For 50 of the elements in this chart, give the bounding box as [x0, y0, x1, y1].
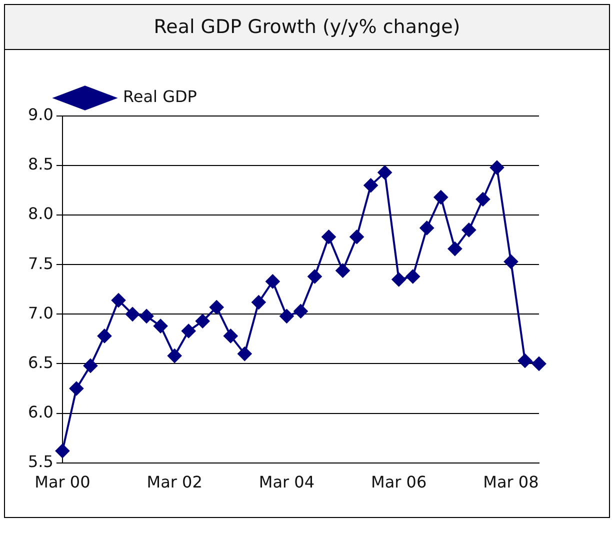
- point: [532, 356, 546, 371]
- point: [434, 190, 448, 204]
- x-tick-label: Mar 00: [34, 472, 90, 492]
- point: [238, 346, 252, 361]
- point: [154, 319, 168, 334]
- y-tick-label: 7.5: [28, 254, 54, 273]
- point: [336, 264, 350, 278]
- point: [252, 295, 266, 310]
- y-tick-label: 6.0: [28, 402, 54, 422]
- y-tick-label: 9.0: [28, 105, 54, 124]
- chart-title: Real GDP Growth (y/y% change): [5, 5, 609, 50]
- point: [280, 309, 294, 324]
- point: [294, 304, 308, 318]
- y-tick-label: 6.5: [28, 352, 54, 372]
- point: [448, 242, 462, 256]
- point: [462, 222, 476, 237]
- point: [83, 358, 98, 373]
- y-tick-label: 7.0: [28, 303, 54, 322]
- point: [140, 309, 154, 324]
- point: [112, 293, 126, 308]
- legend-label: Real GDP: [123, 87, 198, 106]
- point: [97, 328, 112, 343]
- point: [224, 328, 238, 343]
- point: [392, 272, 406, 286]
- y-tick-label: 8.5: [28, 154, 54, 174]
- point: [182, 324, 196, 338]
- y-tick-label: 8.0: [28, 204, 54, 224]
- point: [168, 348, 182, 363]
- point: [420, 220, 434, 235]
- point: [196, 314, 210, 328]
- x-tick-label: Mar 04: [258, 472, 315, 492]
- point: [266, 274, 280, 288]
- point: [364, 178, 378, 192]
- y-tick-label: 5.5: [28, 452, 54, 471]
- x-tick-label: Mar 06: [371, 472, 427, 492]
- point: [69, 381, 84, 396]
- point: [490, 160, 504, 175]
- point: [55, 444, 70, 458]
- point: [126, 307, 140, 322]
- point: [476, 192, 490, 206]
- point: [518, 354, 532, 368]
- point: [378, 165, 392, 180]
- x-tick-label: Mar 08: [483, 472, 539, 492]
- point: [322, 230, 336, 244]
- point: [210, 300, 224, 314]
- point: [350, 230, 364, 244]
- point: [504, 254, 518, 269]
- x-tick-label: Mar 02: [146, 472, 202, 492]
- point: [406, 270, 420, 284]
- point: [308, 270, 322, 284]
